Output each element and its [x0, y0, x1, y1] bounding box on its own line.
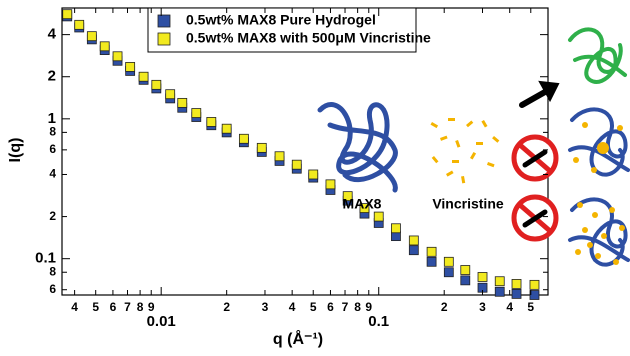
x-tick-label: 5	[527, 300, 534, 314]
point	[62, 9, 73, 20]
point	[494, 286, 505, 297]
point	[426, 256, 437, 267]
point	[443, 267, 454, 278]
x-tick-label: 2	[223, 300, 230, 314]
point	[391, 223, 401, 234]
point	[325, 179, 336, 190]
point	[151, 79, 162, 90]
point	[443, 256, 454, 267]
x-tick-label: 4	[71, 300, 78, 314]
point	[408, 235, 419, 246]
x-tick-label: 3	[479, 300, 486, 314]
legend-label: 0.5wt% MAX8 Pure Hydrogel	[186, 12, 376, 28]
y-tick-label: 6	[49, 142, 56, 156]
x-tick-label: 5	[310, 300, 317, 314]
x-tick-label: 7	[124, 300, 131, 314]
legend: 0.5wt% MAX8 Pure Hydrogel 0.5wt% MAX8 wit…	[147, 7, 431, 53]
point	[511, 289, 522, 299]
y-tick-label: 1	[48, 110, 56, 127]
x-tick-label: 0.01	[147, 313, 176, 330]
y-axis-label: I(q)	[7, 138, 24, 163]
point	[359, 203, 370, 213]
x-tick-label: 3	[262, 300, 269, 314]
point	[408, 245, 419, 256]
point	[99, 41, 110, 52]
legend-swatch	[157, 32, 171, 46]
marks	[62, 9, 540, 300]
point	[112, 51, 123, 62]
annotation: MAX8	[343, 196, 382, 212]
point	[256, 142, 267, 153]
point	[308, 169, 319, 180]
point	[477, 272, 488, 282]
x-tick-label: 7	[342, 300, 349, 314]
point	[373, 211, 384, 222]
y-tick-label: 2	[48, 68, 56, 85]
point	[238, 133, 249, 144]
point	[221, 123, 232, 134]
point	[426, 246, 437, 257]
x-tick-label: 9	[148, 300, 155, 314]
point	[291, 159, 302, 170]
point	[529, 279, 540, 290]
point	[138, 71, 149, 82]
y-tick-label: 8	[49, 125, 56, 139]
point	[460, 265, 471, 275]
point	[342, 191, 353, 202]
x-tick-label: 4	[506, 300, 513, 314]
point	[74, 19, 85, 30]
point	[206, 117, 217, 127]
point	[529, 290, 540, 300]
point	[494, 276, 505, 287]
x-tick-label: 8	[137, 300, 144, 314]
legend-label: 0.5wt% MAX8 with 500μM Vincristine	[186, 30, 431, 46]
x-tick-label: 6	[110, 300, 117, 314]
illustrations	[317, 27, 630, 267]
point	[165, 89, 176, 100]
point	[460, 275, 471, 286]
x-axis-label: q (Å⁻¹)	[273, 329, 323, 348]
point	[274, 151, 285, 162]
legend-box	[147, 7, 417, 53]
point	[511, 279, 522, 289]
y-tick-label: 0.1	[35, 250, 56, 267]
point	[191, 108, 202, 118]
x-tick-label: 2	[441, 300, 448, 314]
y-tick-label: 4	[49, 167, 56, 181]
point	[86, 31, 97, 42]
x-tick-label: 5	[92, 300, 99, 314]
point	[125, 62, 136, 72]
y-tick-label: 4	[48, 26, 57, 43]
legend-swatch	[157, 14, 171, 28]
x-tick-label: 9	[365, 300, 372, 314]
y-tick-label: 2	[49, 209, 56, 223]
x-tick-label: 4	[289, 300, 296, 314]
y-tick-label: 6	[49, 282, 56, 296]
annotation: Vincristine	[432, 196, 504, 212]
point	[177, 97, 188, 108]
y-tick-label: 8	[49, 264, 56, 278]
x-tick-label: 6	[327, 300, 334, 314]
x-tick-label: 8	[354, 300, 361, 314]
x-tick-label: 0.1	[368, 313, 389, 330]
